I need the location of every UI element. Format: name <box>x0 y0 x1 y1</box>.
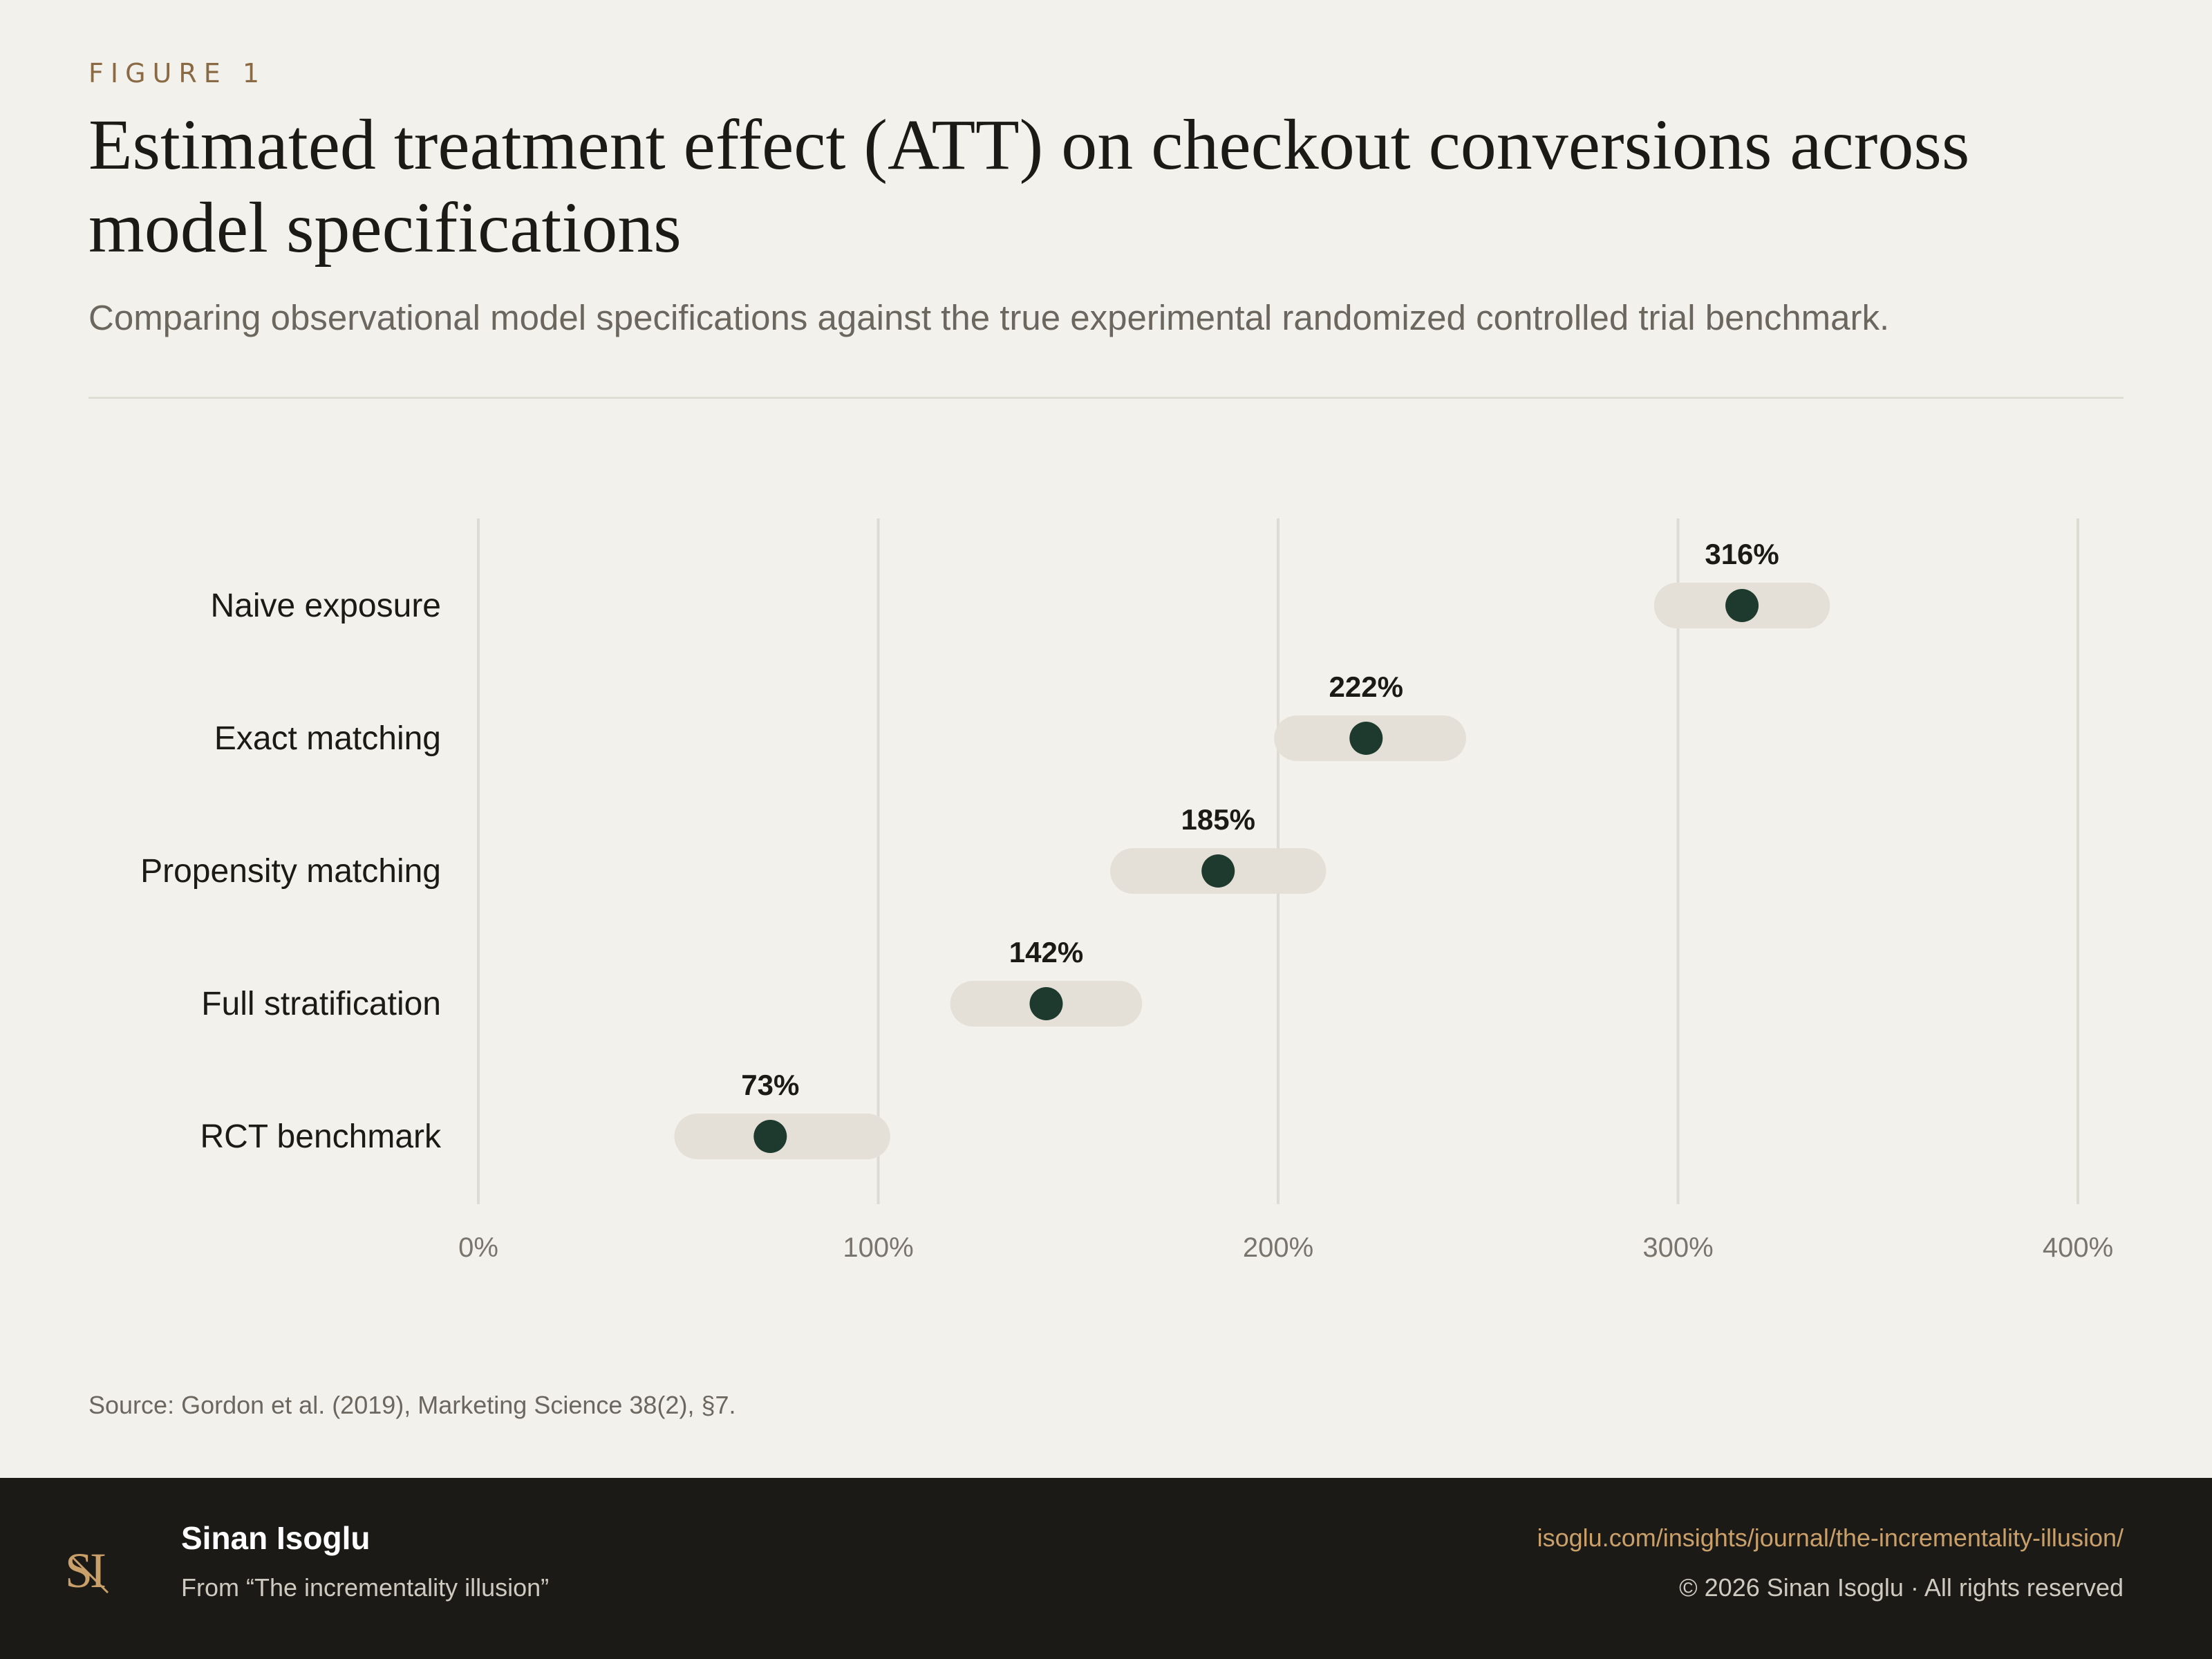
estimate-dot <box>1349 722 1383 755</box>
dot-interval-chart: 0% 100% 200% 300% 400% Naive exposure 316% Exac… <box>140 518 2113 1263</box>
category-label: Exact matching <box>214 720 441 757</box>
estimate-dot <box>1029 987 1063 1020</box>
article-link[interactable]: isoglu.com/insights/journal/the-incremen… <box>1537 1524 2124 1552</box>
svg-text:S: S <box>65 1543 93 1598</box>
value-label: 316% <box>1705 538 1779 570</box>
footer-bar: S I Sinan Isoglu From “The incrementalit… <box>0 1478 2212 1659</box>
x-tick-label: 400% <box>2043 1232 2113 1263</box>
author-name: Sinan Isoglu <box>181 1520 371 1556</box>
header-divider <box>88 397 2124 399</box>
category-label: Full stratification <box>201 986 441 1022</box>
article-reference: From “The incrementality illusion” <box>181 1573 550 1602</box>
value-label: 222% <box>1329 671 1403 703</box>
author-logo-icon: S I <box>65 1543 109 1598</box>
x-tick-label: 200% <box>1243 1232 1313 1263</box>
value-label: 185% <box>1181 803 1255 836</box>
category-label: Naive exposure <box>210 588 441 624</box>
figure-eyebrow: FIGURE 1 <box>88 58 266 88</box>
value-label: 73% <box>741 1069 799 1101</box>
svg-text:I: I <box>90 1543 106 1598</box>
source-note: Source: Gordon et al. (2019), Marketing … <box>88 1391 736 1419</box>
estimate-dot <box>1725 589 1759 622</box>
x-tick-label: 0% <box>458 1232 498 1263</box>
estimate-dot <box>1201 854 1235 888</box>
x-tick-label: 100% <box>843 1232 913 1263</box>
copyright-notice: © 2026 Sinan Isoglu · All rights reserve… <box>1679 1573 2124 1602</box>
category-label: RCT benchmark <box>200 1118 442 1155</box>
chart-title: Estimated treatment effect (ATT) on chec… <box>88 105 1970 268</box>
estimate-dot <box>753 1120 787 1153</box>
value-label: 142% <box>1009 936 1083 968</box>
category-label: Propensity matching <box>140 853 441 890</box>
chart-subtitle: Comparing observational model specificat… <box>88 298 1890 337</box>
x-tick-label: 300% <box>1642 1232 1713 1263</box>
